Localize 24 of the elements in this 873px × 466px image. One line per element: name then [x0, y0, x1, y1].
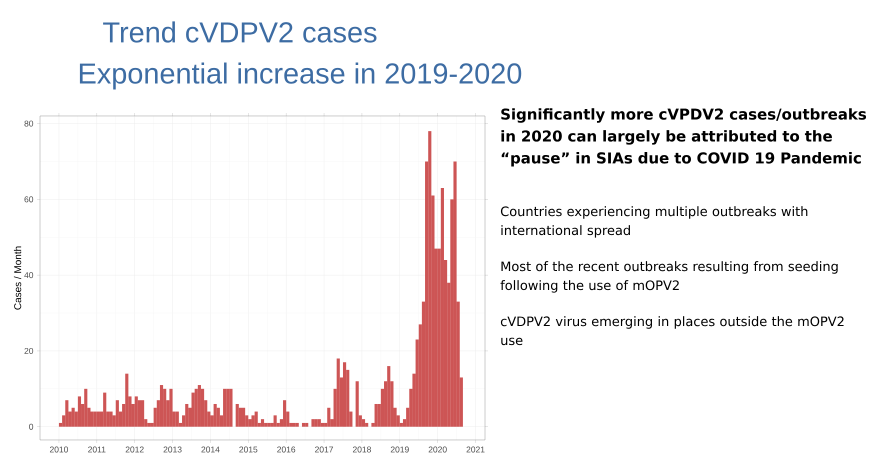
- chart-subtitle: Exponential increase in 2019-2020: [80, 62, 522, 90]
- x-tick-label: 2017: [315, 446, 334, 452]
- y-axis-title: Cases / Month: [14, 246, 22, 310]
- x-tick-label: 2021: [466, 446, 485, 452]
- y-tick-label: 80: [24, 120, 34, 127]
- text: Significantly more cVPDV2 cases/outbreaks in 2020 can largely be attributed to the “pause” in SIAs due to COVID 19 Pandemic: [501, 108, 866, 166]
- y-tick-label: 20: [24, 348, 34, 354]
- chart-title: Trend cVDPV2 cases: [103, 21, 376, 43]
- x-tick-label: 2010: [50, 446, 68, 452]
- x-tick-label: 2015: [239, 446, 258, 452]
- y-tick-label: 0: [29, 424, 34, 430]
- x-tick-label: 2019: [390, 446, 409, 452]
- x-tick-label: 2013: [164, 446, 182, 452]
- y-tick-label: 60: [24, 196, 34, 202]
- x-tick-label: 2016: [277, 446, 296, 452]
- text: Most of the recent outbreaks resulting from seeding following the use of mOPV2: [500, 261, 838, 293]
- x-tick-label: 2011: [88, 446, 106, 452]
- x-tick-label: 2018: [352, 446, 371, 452]
- x-tick-label: 2014: [201, 446, 220, 452]
- x-tick-label: 2020: [428, 446, 447, 452]
- x-tick-label: 2012: [126, 446, 144, 452]
- text: cVDPV2 virus emerging in places outside the mOPV2 use: [500, 316, 844, 346]
- y-tick-label: 40: [24, 272, 34, 278]
- text: Countries experiencing multiple outbreaks with international spread: [500, 206, 808, 238]
